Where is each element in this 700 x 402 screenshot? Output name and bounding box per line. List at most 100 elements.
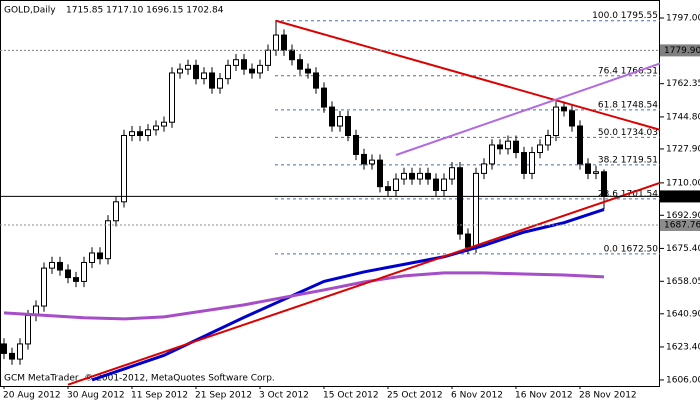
- candle-body: [1, 343, 7, 354]
- candle-body: [345, 116, 351, 136]
- candle-body: [73, 277, 79, 282]
- y-tick-label: 1623.40: [666, 342, 700, 352]
- candle-body: [305, 68, 311, 74]
- candle-body: [577, 125, 583, 165]
- candle-body: [9, 352, 15, 360]
- plot-frame: [0, 0, 660, 387]
- candle-body: [593, 171, 599, 174]
- candle-body: [121, 134, 127, 203]
- candle-body: [337, 116, 343, 127]
- y-tick-label: 1658.05: [666, 277, 700, 287]
- x-tick-label: 20 Aug 2012: [3, 391, 61, 401]
- candle-body: [169, 72, 175, 123]
- y-tick-label: 1692.90: [666, 211, 700, 221]
- candle-body: [561, 106, 567, 112]
- candle-body: [201, 72, 207, 80]
- candle-body: [289, 49, 295, 61]
- candle-body: [385, 186, 391, 191]
- candle-body: [601, 171, 607, 197]
- candle-body: [473, 172, 479, 248]
- candle-body: [249, 68, 255, 74]
- candle-body: [425, 172, 431, 180]
- candle-body: [297, 59, 303, 70]
- candle-body: [353, 134, 359, 155]
- x-tick-label: 30 Aug 2012: [67, 391, 125, 401]
- y-tick-label: 1762.35: [666, 79, 700, 89]
- y-tick-label: 1744.80: [666, 112, 700, 122]
- candle-body: [521, 152, 527, 174]
- fib-label: 76.4 1766.51: [598, 66, 658, 76]
- candle-body: [513, 140, 519, 154]
- candle-body: [489, 144, 495, 165]
- x-tick-label: 25 Oct 2012: [387, 391, 443, 401]
- x-tick-label: 6 Nov 2012: [451, 391, 503, 401]
- candle-body: [449, 167, 455, 180]
- candle-body: [569, 110, 575, 127]
- candle-body: [505, 140, 511, 150]
- candle-body: [137, 131, 143, 136]
- candle-body: [153, 125, 159, 131]
- candle-body: [313, 72, 319, 89]
- candle-body: [257, 64, 263, 74]
- y-tick-label: 1606.00: [666, 375, 700, 385]
- trendline: [395, 62, 661, 156]
- x-tick-label: 3 Oct 2012: [259, 391, 309, 401]
- moving-average: [3, 271, 605, 321]
- candle-body: [97, 252, 103, 260]
- y-tick-label: 1675.40: [666, 244, 700, 254]
- price-box: [660, 219, 700, 232]
- candle-body: [273, 34, 279, 51]
- candle-body: [161, 121, 167, 127]
- candle-body: [377, 159, 383, 188]
- footer: GCM MetaTrader, © 2001-2012, MetaQuotes …: [4, 374, 275, 384]
- price-box-label: 1779.90: [664, 46, 700, 56]
- trendline: [275, 19, 661, 131]
- candle-body: [361, 153, 367, 165]
- candle-body: [545, 134, 551, 146]
- x-tick-label: 28 Nov 2012: [579, 391, 637, 401]
- x-tick-label: 15 Oct 2012: [323, 391, 379, 401]
- price-box-label: 1687.76: [664, 221, 700, 231]
- candle-body: [241, 59, 247, 70]
- y-tick-label: 1797.00: [666, 14, 700, 24]
- candle-body: [89, 252, 95, 263]
- price-box: [660, 190, 700, 203]
- candle-body: [49, 261, 55, 269]
- x-tick-label: 21 Sep 2012: [195, 391, 252, 401]
- candle-body: [193, 64, 199, 80]
- x-tick-label: 16 Nov 2012: [515, 391, 573, 401]
- candle-body: [321, 87, 327, 108]
- candle-body: [537, 144, 543, 154]
- candle-body: [225, 64, 231, 80]
- candle-body: [441, 178, 447, 191]
- y-tick-label: 1640.90: [666, 309, 700, 319]
- price-box-label: 1702.84: [664, 192, 700, 202]
- x-tick-label: 11 Sep 2012: [131, 391, 188, 401]
- candle-body: [465, 233, 471, 248]
- y-tick-label: 1710.00: [666, 178, 700, 188]
- candle-body: [529, 152, 535, 174]
- candle-body: [393, 178, 399, 191]
- moving-average: [91, 207, 605, 382]
- candle-body: [41, 267, 47, 307]
- price-box: [660, 44, 700, 57]
- fib-label: 61.8 1748.54: [598, 100, 658, 110]
- chart-title: GOLD,Daily: [4, 6, 56, 16]
- candle-body: [209, 72, 215, 89]
- candle-body: [217, 78, 223, 89]
- fib-label: 38.2 1719.51: [598, 155, 658, 165]
- candle-body: [457, 167, 463, 235]
- fib-label: 50.0 1734.03: [598, 128, 658, 138]
- candle-body: [417, 172, 423, 180]
- candle-body: [265, 49, 271, 66]
- candle-body: [113, 201, 119, 222]
- fib-label: 100.0 1795.55: [592, 11, 658, 21]
- candle-body: [129, 131, 135, 136]
- ohlc-label: 1715.85 1717.10 1696.15 1702.84: [66, 6, 224, 16]
- y-tick-label: 1727.90: [666, 144, 700, 154]
- candle-body: [281, 34, 287, 51]
- candle-body: [145, 129, 151, 136]
- candle-body: [65, 269, 71, 279]
